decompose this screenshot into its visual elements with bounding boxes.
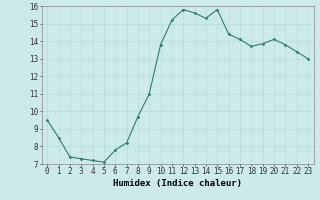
X-axis label: Humidex (Indice chaleur): Humidex (Indice chaleur): [113, 179, 242, 188]
